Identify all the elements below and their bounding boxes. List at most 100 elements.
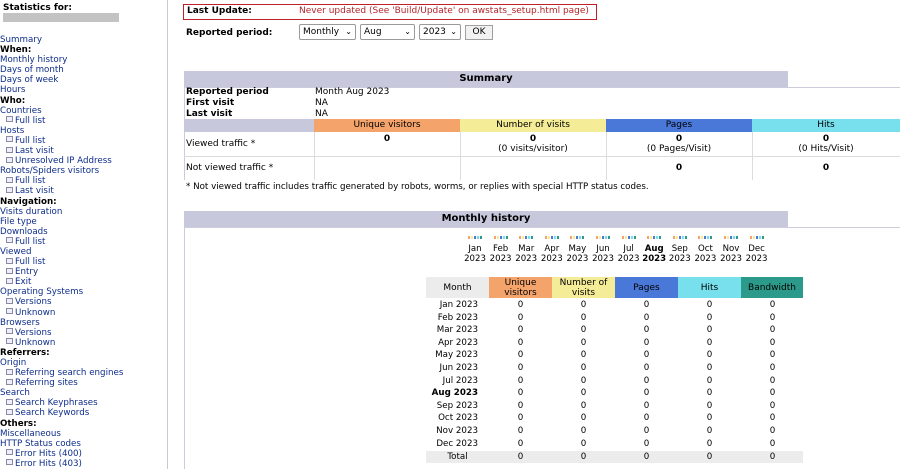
sidebar-item-error-hits-403[interactable]: Error Hits (403) bbox=[0, 459, 167, 469]
monthly-col-visits: Number of visits bbox=[552, 277, 615, 298]
sidebar-item-last-visit[interactable]: Last visit bbox=[0, 186, 167, 196]
sidebar-item-label: Last visit bbox=[15, 146, 54, 157]
monthly-row-visits: 0 bbox=[580, 312, 587, 323]
period-type-select[interactable]: Monthly ⌄ bbox=[299, 24, 356, 40]
sidebar-item-unresolved-ip-address[interactable]: Unresolved IP Address bbox=[0, 156, 167, 166]
sidebar-item-full-list[interactable]: Full list bbox=[0, 176, 167, 186]
sidebar-item-unknown[interactable]: Unknown bbox=[0, 308, 167, 318]
sidebar-item-search-keyphrases[interactable]: Search Keyphrases bbox=[0, 398, 167, 408]
month-bar bbox=[468, 236, 470, 239]
month-bar bbox=[471, 236, 473, 239]
monthly-row-bandwidth: 0 bbox=[769, 337, 776, 348]
month-bar bbox=[758, 236, 761, 239]
monthly-col-hits: Hits bbox=[678, 277, 741, 298]
summary-divider bbox=[752, 132, 753, 180]
monthly-row-pages: 0 bbox=[643, 300, 650, 310]
monthly-row-month: Jul 2023 bbox=[442, 375, 478, 386]
sidebar-item-origin[interactable]: Origin bbox=[0, 358, 167, 368]
month-axis-month: Jul bbox=[623, 244, 634, 254]
month-bar bbox=[525, 236, 528, 239]
sidebar-item-full-list[interactable]: Full list bbox=[0, 116, 167, 126]
sidebar-item-robots-spiders-visitors[interactable]: Robots/Spiders visitors bbox=[0, 166, 167, 176]
monthly-row-hits: 0 bbox=[706, 300, 713, 310]
sidebar-item-full-list[interactable]: Full list bbox=[0, 257, 167, 267]
sidebar-item-versions[interactable]: Versions bbox=[0, 327, 167, 338]
summary-header-spacer bbox=[184, 119, 314, 132]
sidebar-item-label: Search Keywords bbox=[15, 408, 90, 419]
month-bar bbox=[570, 236, 573, 239]
sidebar-item-browsers[interactable]: Browsers bbox=[0, 318, 167, 328]
month-axis-month: Jun bbox=[596, 244, 610, 254]
monthly-row-bandwidth: 0 bbox=[769, 413, 776, 424]
list-icon bbox=[6, 176, 13, 183]
month-bar-group bbox=[596, 236, 611, 241]
monthly-row-visits: 0 bbox=[580, 325, 587, 336]
sidebar-item-monthly-history[interactable]: Monthly history bbox=[0, 55, 167, 66]
list-icon bbox=[6, 257, 13, 264]
sidebar-item-error-hits-400[interactable]: Error Hits (400) bbox=[0, 449, 167, 459]
monthly-row-bandwidth: 0 bbox=[769, 312, 776, 323]
month-axis-label: Nov 2023 bbox=[719, 244, 744, 264]
sidebar-item-label: File type bbox=[0, 216, 37, 227]
monthly-row-unique-visitors: 0 bbox=[517, 375, 524, 386]
month-select[interactable]: Aug ⌄ bbox=[360, 24, 415, 40]
sidebar-item-viewed[interactable]: Viewed bbox=[0, 247, 167, 257]
sidebar-item-miscellaneous[interactable]: Miscellaneous bbox=[0, 429, 167, 439]
monthly-total-pages: 0 bbox=[643, 452, 650, 462]
list-icon bbox=[6, 267, 13, 274]
sidebar-item-operating-systems[interactable]: Operating Systems bbox=[0, 287, 167, 297]
sidebar-item-full-list[interactable]: Full list bbox=[0, 237, 167, 247]
sidebar-nav-list: Summary When: Monthly history Days of month… bbox=[0, 35, 167, 469]
sidebar-item-versions[interactable]: Versions bbox=[0, 297, 167, 307]
sidebar-item-file-type[interactable]: File type bbox=[0, 216, 167, 227]
ok-button[interactable]: OK bbox=[465, 25, 493, 40]
sidebar-item-label: HTTP Status codes bbox=[0, 438, 81, 449]
sidebar-item-label: Who: bbox=[0, 95, 26, 106]
summary-divider bbox=[184, 156, 900, 157]
monthly-col-bandwidth: Bandwidth bbox=[741, 277, 803, 298]
monthly-row-unique-visitors: 0 bbox=[517, 388, 524, 399]
sidebar-item-label: Downloads bbox=[0, 226, 48, 237]
not-viewed-pages: 0 bbox=[675, 163, 683, 173]
month-bar bbox=[502, 236, 505, 239]
sidebar-item-hosts[interactable]: Hosts bbox=[0, 125, 167, 136]
sidebar-item-full-list[interactable]: Full list bbox=[0, 136, 167, 146]
sidebar-item-label: Monthly history bbox=[0, 55, 68, 66]
sidebar-item-days-of-month[interactable]: Days of month bbox=[0, 65, 167, 75]
sidebar-section-when: When: bbox=[0, 45, 167, 55]
sidebar-item-days-of-week[interactable]: Days of week bbox=[0, 75, 167, 86]
sidebar-item-http-status-codes[interactable]: HTTP Status codes bbox=[0, 438, 167, 449]
sidebar-item-unknown[interactable]: Unknown bbox=[0, 338, 167, 348]
monthly-row-hits: 0 bbox=[706, 375, 713, 386]
sidebar-item-countries[interactable]: Countries bbox=[0, 106, 167, 116]
month-bar bbox=[650, 236, 653, 239]
sidebar-item-referring-sites[interactable]: Referring sites bbox=[0, 378, 167, 388]
sidebar-item-visits-duration[interactable]: Visits duration bbox=[0, 207, 167, 217]
month-axis-year: 2023 bbox=[642, 254, 667, 264]
sidebar-item-hours[interactable]: Hours bbox=[0, 85, 167, 95]
month-axis-year: 2023 bbox=[745, 254, 768, 264]
first-visit-value: NA bbox=[315, 98, 328, 108]
sidebar-item-label: Days of week bbox=[0, 75, 59, 86]
sidebar-item-downloads[interactable]: Downloads bbox=[0, 226, 167, 237]
year-select[interactable]: 2023 ⌄ bbox=[419, 24, 461, 40]
monthly-row-month: Aug 2023 bbox=[431, 388, 478, 399]
list-icon bbox=[6, 136, 13, 143]
month-bar bbox=[755, 236, 758, 239]
list-icon bbox=[6, 146, 13, 153]
sidebar-item-search[interactable]: Search bbox=[0, 388, 167, 398]
sidebar-item-referring-search-engines[interactable]: Referring search engines bbox=[0, 368, 167, 378]
month-bar bbox=[727, 236, 729, 239]
monthly-history-title: Monthly history bbox=[184, 211, 788, 227]
month-bar bbox=[496, 236, 499, 239]
sidebar-item-entry[interactable]: Entry bbox=[0, 267, 167, 277]
sidebar-item-search-keywords[interactable]: Search Keywords bbox=[0, 408, 167, 419]
monthly-row-pages: 0 bbox=[643, 325, 650, 336]
sidebar-item-label: Hosts bbox=[0, 125, 25, 136]
monthly-row-visits: 0 bbox=[580, 375, 587, 386]
sidebar-item-last-visit[interactable]: Last visit bbox=[0, 146, 167, 157]
sidebar-item-label: Versions bbox=[15, 327, 52, 338]
monthly-row-bandwidth: 0 bbox=[769, 375, 776, 386]
sidebar-item-summary[interactable]: Summary bbox=[0, 35, 167, 45]
sidebar-item-exit[interactable]: Exit bbox=[0, 277, 167, 287]
